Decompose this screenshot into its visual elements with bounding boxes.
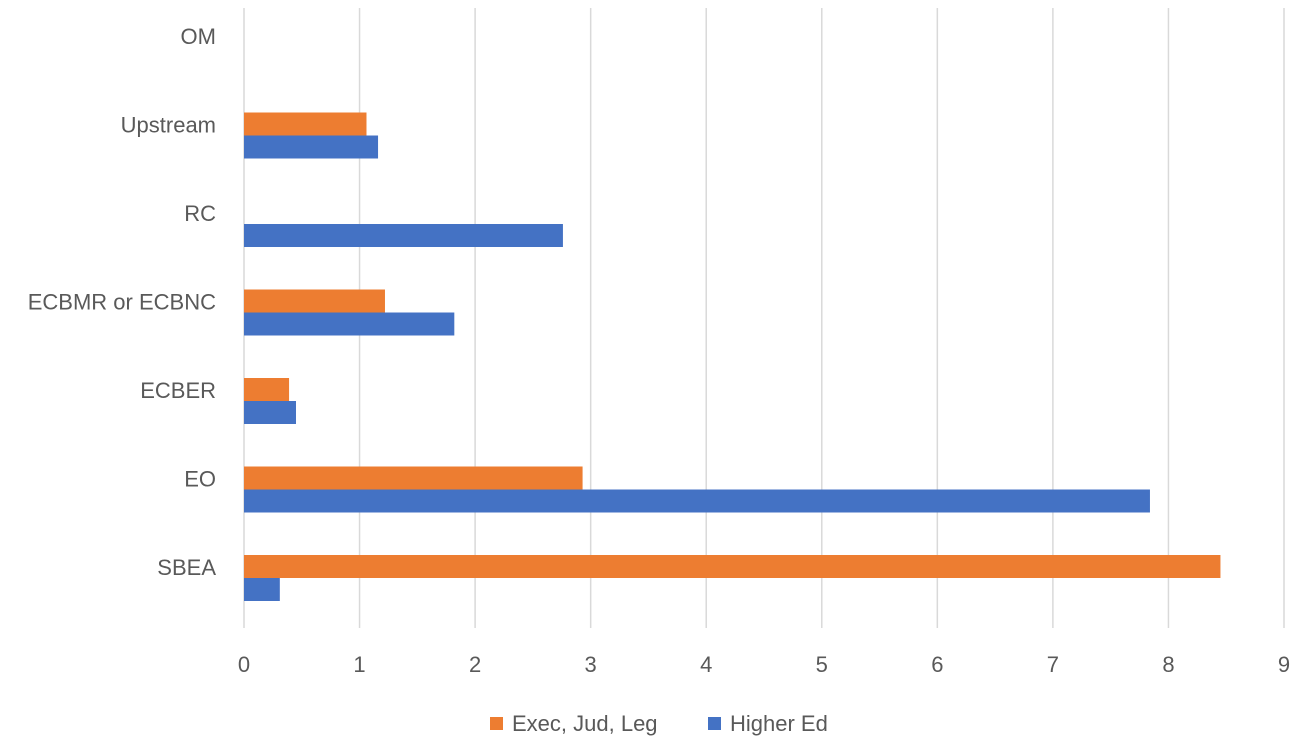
bar-higher-ed (244, 224, 563, 247)
bars (244, 112, 1221, 601)
y-category-label: EO (184, 467, 216, 492)
y-category-label: ECBER (140, 378, 216, 403)
y-category-label: OM (181, 24, 216, 49)
y-category-label: Upstream (121, 113, 216, 138)
x-tick-label: 0 (238, 652, 250, 677)
y-category-label: ECBMR or ECBNC (28, 290, 216, 315)
x-tick-label: 2 (469, 652, 481, 677)
bar-exec-jud-leg (244, 466, 583, 490)
y-axis-category-labels: SBEA EO ECBER ECBMR or ECBNC RC Upstream OM (28, 24, 217, 580)
x-tick-label: 9 (1278, 652, 1290, 677)
x-tick-label: 8 (1162, 652, 1174, 677)
legend-swatch (708, 717, 721, 730)
legend-label: Higher Ed (730, 711, 828, 736)
y-category-label: RC (184, 201, 216, 226)
x-tick-label: 4 (700, 652, 712, 677)
x-tick-label: 6 (931, 652, 943, 677)
bar-higher-ed (244, 312, 455, 336)
legend-label: Exec, Jud, Leg (512, 711, 658, 736)
legend-swatch (490, 717, 503, 730)
x-tick-label: 7 (1047, 652, 1059, 677)
x-tick-label: 3 (585, 652, 597, 677)
bar-exec-jud-leg (244, 112, 367, 136)
bar-exec-jud-leg (244, 378, 290, 401)
x-axis-tick-labels: 0 1 2 3 4 5 6 7 8 9 (238, 652, 1290, 677)
bar-higher-ed (244, 401, 296, 424)
bar-higher-ed (244, 489, 1150, 513)
x-tick-label: 5 (816, 652, 828, 677)
gridlines (243, 8, 1285, 628)
y-category-label: SBEA (157, 555, 216, 580)
bar-higher-ed (244, 135, 379, 159)
legend: Exec, Jud, Leg Higher Ed (490, 711, 828, 736)
bar-exec-jud-leg (244, 555, 1221, 578)
bar-exec-jud-leg (244, 289, 385, 313)
bar-higher-ed (244, 578, 280, 601)
x-tick-label: 1 (353, 652, 365, 677)
